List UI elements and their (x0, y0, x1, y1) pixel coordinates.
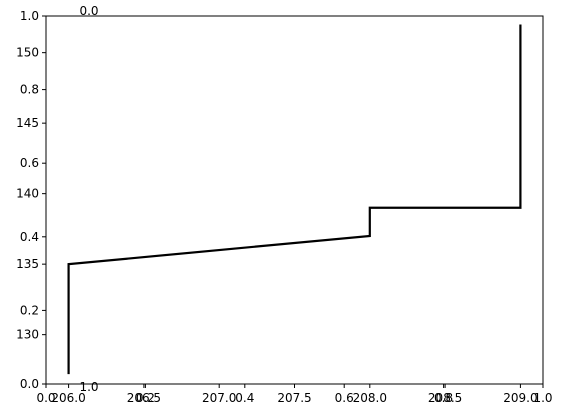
unit-y-tick-label: 0.4 (20, 230, 39, 244)
unit-y-tick-label: 0.6 (20, 156, 39, 170)
y-tick-label: 145 (16, 116, 39, 130)
unit-x-tick-label: 0.4 (235, 391, 254, 405)
unit-y-tick-label: 0.0 (20, 377, 39, 391)
x-tick-label: 206.5 (127, 391, 161, 405)
unit-x-tick-label: 0.6 (335, 391, 354, 405)
unit-x-tick-label: 1.0 (533, 391, 552, 405)
x-tick-label: 207.0 (202, 391, 236, 405)
x-tick-label: 208.0 (353, 391, 387, 405)
unit-x-tick-label: 0.2 (136, 391, 155, 405)
x-tick-label: 209.0 (503, 391, 537, 405)
x-tick-label: 208.5 (428, 391, 462, 405)
stray-label: 0.0 (79, 4, 98, 18)
y-tick-label: 130 (16, 328, 39, 342)
unit-y-tick-label: 0.2 (20, 303, 39, 317)
unit-x-tick-label: 0.0 (36, 391, 55, 405)
unit-x-tick-label: 0.8 (434, 391, 453, 405)
y-tick-label: 150 (16, 46, 39, 60)
x-tick-label: 206.0 (51, 391, 85, 405)
y-tick-label: 140 (16, 187, 39, 201)
plot-layer: 0.0 0.2 0.4 0.6 0.8 1.00.00.20.40.60.81.0206.… (16, 4, 552, 405)
x-tick-label: 207.5 (277, 391, 311, 405)
unit-y-tick-label: 0.8 (20, 83, 39, 97)
series-line (67, 24, 522, 375)
y-tick-label: 135 (16, 257, 39, 271)
unit-y-tick-label: 1.0 (20, 9, 39, 23)
stray-label: 1.0 (79, 380, 98, 394)
